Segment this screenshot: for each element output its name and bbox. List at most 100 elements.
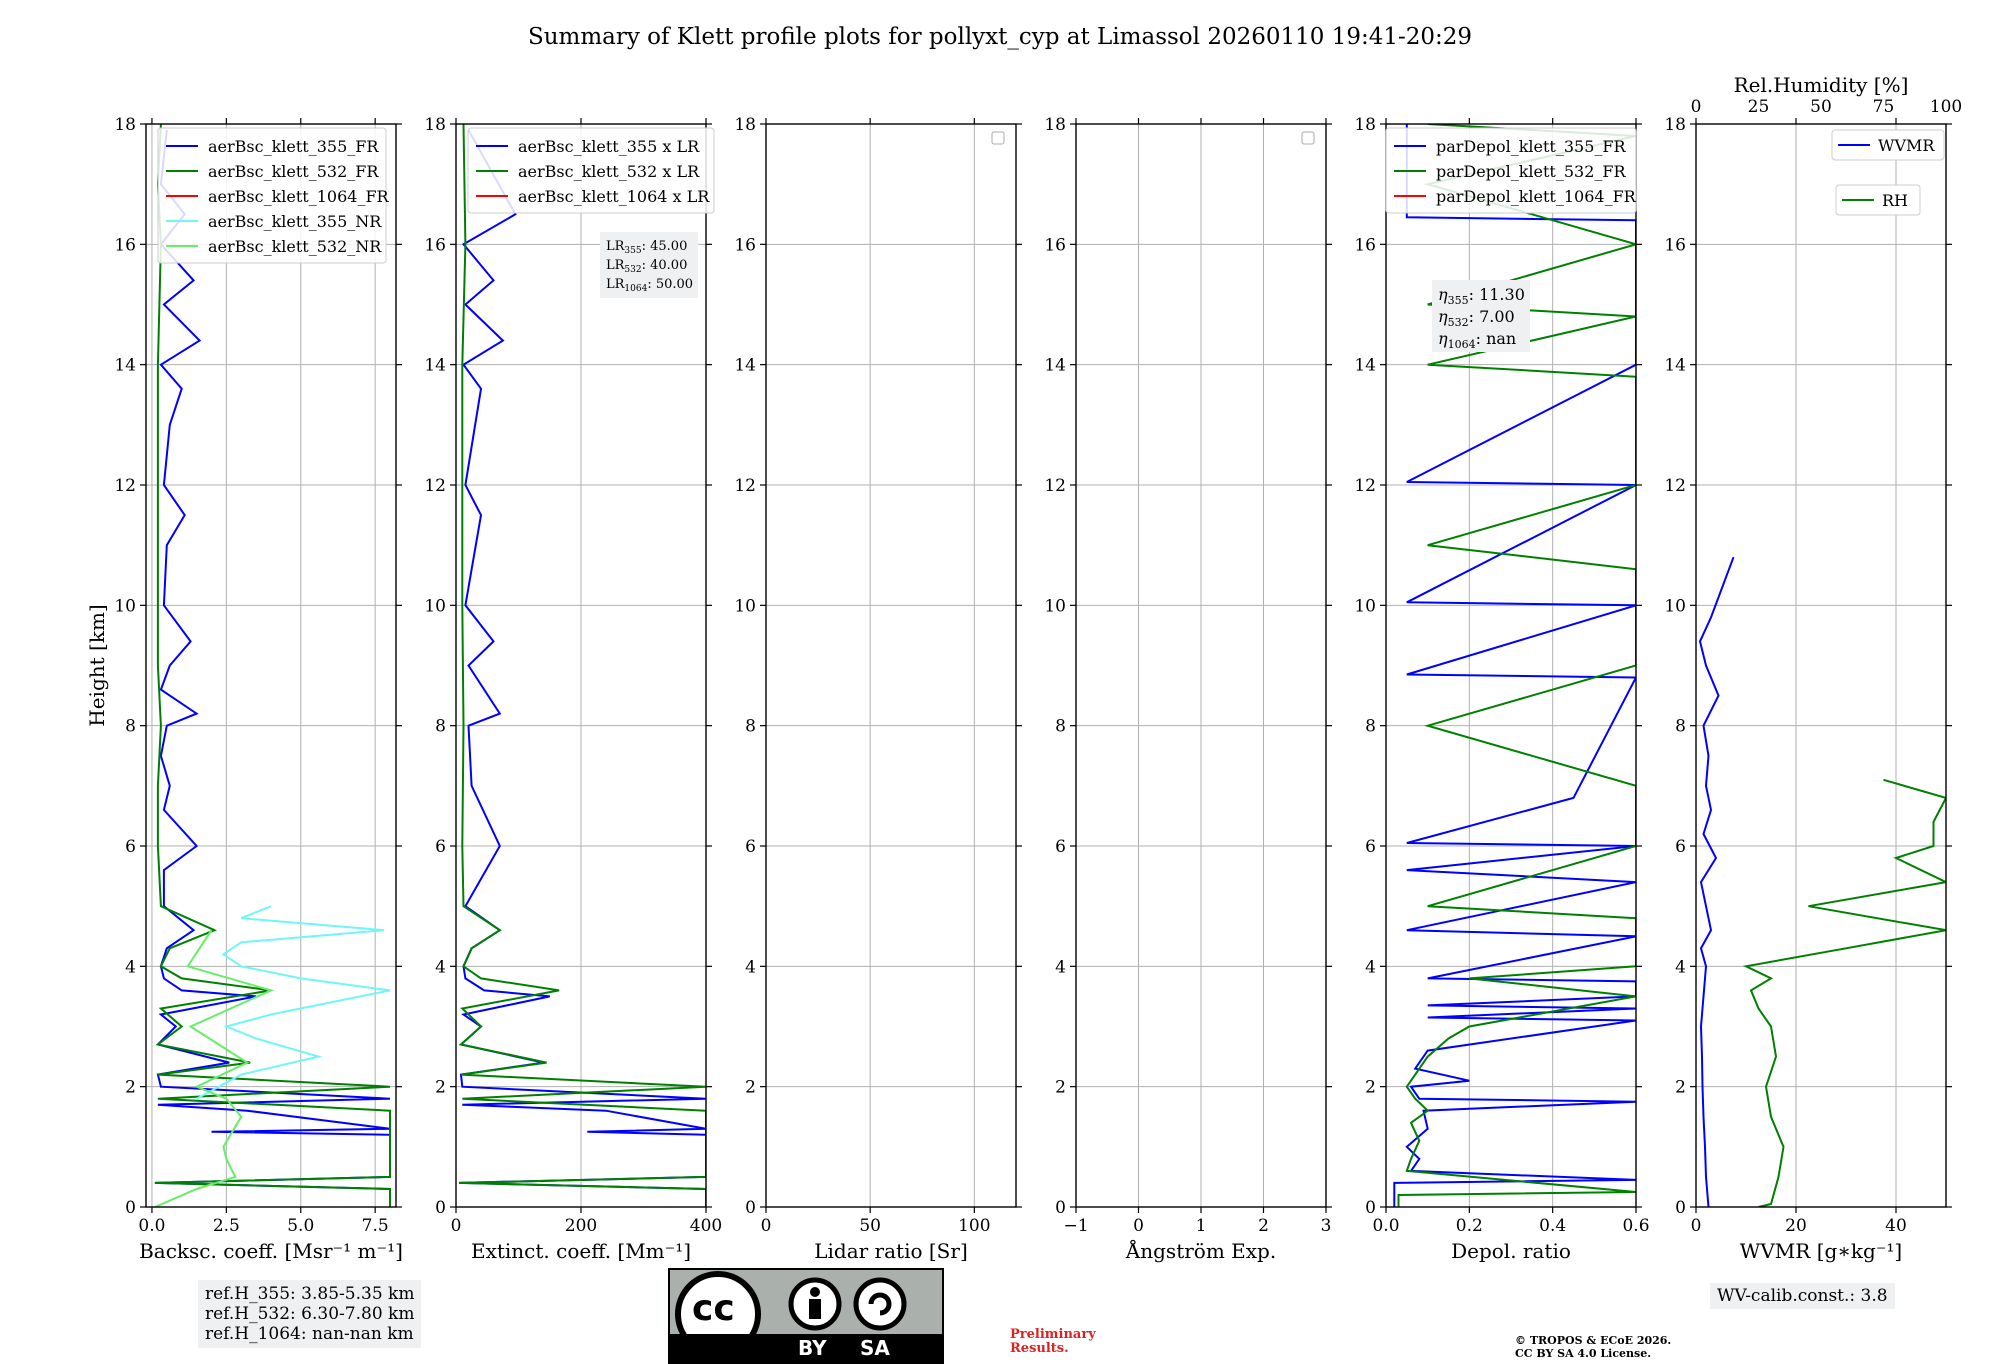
- sa-label: SA: [860, 1336, 890, 1360]
- y-tick-label: 14: [424, 356, 446, 376]
- x-axis-label: Ångström Exp.: [1125, 1238, 1276, 1263]
- legend-box: [1385, 127, 1637, 214]
- legend-label: aerBsc_klett_355_FR: [208, 137, 379, 156]
- by-label: BY: [798, 1336, 827, 1360]
- copyright-note: © TROPOS & ECoE 2026. CC BY SA 4.0 Licen…: [1515, 1334, 1671, 1360]
- y-tick-label: 6: [1055, 837, 1066, 857]
- panel-backscatter: 0 2 4 6 8 10 12 14 16 18 0.0 2.5 5.0 7.5 Backsc. coeff…: [85, 115, 403, 1263]
- y-tick-label: 0: [435, 1198, 446, 1218]
- eta-label: η532: 7.00: [1438, 307, 1515, 329]
- wv-calib-constant: WV-calib.const.: 3.8: [1710, 1283, 1895, 1309]
- x-tick-label: 5.0: [287, 1216, 314, 1236]
- x-tick-label: 0.0: [138, 1216, 165, 1236]
- eta-label: η1064: nan: [1438, 329, 1516, 351]
- x-axis-label: Depol. ratio: [1451, 1239, 1571, 1263]
- legend-box: [1835, 184, 1921, 216]
- x-tick-label: 20: [1785, 1216, 1807, 1236]
- x-tick-label: 3: [1321, 1216, 1332, 1236]
- cc-by-sa-license-badge: cc BY SA: [668, 1268, 944, 1364]
- y-tick-label: 6: [745, 837, 756, 857]
- preliminary-results-note: Preliminary Results.: [1010, 1328, 1096, 1356]
- y-tick-label: 14: [1664, 356, 1686, 376]
- x-tick-label: 0: [761, 1216, 772, 1236]
- y-tick-label: 16: [424, 235, 446, 255]
- legend-label: aerBsc_klett_532_NR: [208, 237, 382, 256]
- y-tick-label: 14: [114, 356, 136, 376]
- share-alike-icon: [853, 1277, 907, 1331]
- axes-frame: [1385, 123, 1637, 1208]
- axes-frame: [765, 123, 1017, 1208]
- series-aerBsc_klett_355_NR: [196, 905, 391, 1100]
- x-tick-label: 7.5: [362, 1216, 389, 1236]
- legend-label: parDepol_klett_532_FR: [1436, 162, 1627, 181]
- top-tick-label: 0: [1691, 97, 1702, 117]
- ref-height-1064: ref.H_1064: nan-nan km: [205, 1324, 414, 1344]
- top-tick-label: 75: [1873, 97, 1895, 117]
- eta-label: η355: 11.30: [1438, 285, 1525, 307]
- top-tick-label: 25: [1748, 97, 1770, 117]
- series-WVMR: [1698, 556, 1735, 1207]
- series-parDepol_klett_355_FR: [1393, 124, 1636, 1207]
- y-tick-label: 8: [125, 717, 136, 737]
- y-tick-label: 12: [424, 476, 446, 496]
- x-tick-label: 200: [565, 1216, 597, 1236]
- y-tick-label: 4: [1365, 957, 1376, 977]
- x-tick-label: 2.5: [213, 1216, 240, 1236]
- y-tick-label: 0: [745, 1198, 756, 1218]
- y-tick-label: 2: [435, 1078, 446, 1098]
- y-tick-label: 12: [1354, 476, 1376, 496]
- y-tick-label: 6: [125, 837, 136, 857]
- y-tick-label: 0: [1365, 1198, 1376, 1218]
- y-axis-label: Height [km]: [85, 604, 109, 726]
- y-tick-label: 18: [1354, 115, 1376, 135]
- top-tick-label: 50: [1810, 97, 1832, 117]
- lidar-ratio-label: LR1064: 50.00: [606, 277, 693, 294]
- y-tick-label: 2: [1055, 1078, 1066, 1098]
- empty-legend: [991, 131, 1005, 145]
- x-tick-label: 1: [1196, 1216, 1207, 1236]
- legend-label: aerBsc_klett_532 x LR: [518, 162, 700, 181]
- legend-label: RH: [1882, 191, 1908, 210]
- y-tick-label: 2: [745, 1078, 756, 1098]
- lidar-ratio-label: LR355: 45.00: [606, 239, 687, 256]
- x-tick-label: 2: [1258, 1216, 1269, 1236]
- y-tick-label: 14: [734, 356, 756, 376]
- legend-label: parDepol_klett_1064_FR: [1436, 187, 1637, 206]
- y-tick-label: 18: [1044, 115, 1066, 135]
- x-axis-label: Lidar ratio [Sr]: [814, 1239, 968, 1263]
- y-tick-label: 4: [125, 957, 136, 977]
- series-aerBsc_klett_355_FR: [154, 129, 391, 1207]
- y-tick-label: 6: [1675, 837, 1686, 857]
- x-axis-label: Extinct. coeff. [Mm⁻¹]: [471, 1239, 691, 1263]
- legend-label: parDepol_klett_355_FR: [1436, 137, 1627, 156]
- x-tick-label: 100: [958, 1216, 990, 1236]
- y-tick-label: 0: [1675, 1198, 1686, 1218]
- top-tick-label: 100: [1930, 97, 1962, 117]
- y-tick-label: 10: [1354, 596, 1376, 616]
- y-tick-label: 2: [1365, 1078, 1376, 1098]
- series-aerBsc_klett_532_FR: [154, 124, 391, 1207]
- legend-label: aerBsc_klett_1064_FR: [208, 187, 390, 206]
- y-tick-label: 8: [745, 717, 756, 737]
- y-tick-label: 14: [1354, 356, 1376, 376]
- y-tick-label: 4: [1675, 957, 1686, 977]
- y-tick-label: 8: [435, 717, 446, 737]
- y-tick-label: 16: [1664, 235, 1686, 255]
- y-tick-label: 8: [1365, 717, 1376, 737]
- y-tick-label: 2: [1675, 1078, 1686, 1098]
- y-tick-label: 18: [114, 115, 136, 135]
- lidar-ratio-box: [600, 232, 698, 298]
- y-tick-label: 4: [435, 957, 446, 977]
- y-tick-label: 10: [1044, 596, 1066, 616]
- x-tick-label: 40: [1885, 1216, 1907, 1236]
- series-RH: [1742, 778, 1946, 1207]
- y-tick-label: 4: [745, 957, 756, 977]
- y-tick-label: 16: [1044, 235, 1066, 255]
- y-tick-label: 10: [734, 596, 756, 616]
- axes-frame: [145, 123, 397, 1208]
- y-tick-label: 12: [1664, 476, 1686, 496]
- y-tick-label: 12: [114, 476, 136, 496]
- eta-box: [1432, 280, 1530, 352]
- x-tick-label: 400: [690, 1216, 722, 1236]
